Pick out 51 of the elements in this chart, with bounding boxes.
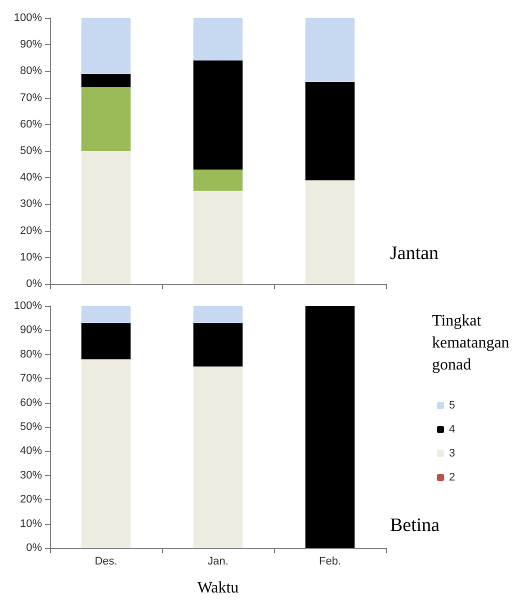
bar	[81, 359, 131, 548]
y-tick-label: 100%	[14, 12, 42, 24]
y-tick-label: 20%	[20, 494, 42, 506]
x-axis-title: Waktu	[197, 580, 239, 596]
bar	[193, 18, 243, 61]
bar	[193, 170, 243, 191]
y-tick-label: 90%	[20, 38, 42, 51]
bar	[81, 322, 131, 360]
bar	[193, 190, 243, 284]
y-tick-label: 40%	[20, 172, 42, 184]
bar	[81, 74, 131, 88]
legend-title: Tingkat kematangan gonad	[432, 312, 510, 374]
y-tick-label: 0%	[26, 542, 42, 554]
y-tick-label: 0%	[26, 278, 42, 290]
y-tick-label: 40%	[20, 445, 42, 458]
bar	[305, 18, 355, 82]
y-tick-label: 10%	[20, 518, 42, 530]
y-tick-label: 10%	[20, 251, 42, 264]
legend-label: 4	[449, 424, 456, 436]
y-tick-label: 70%	[20, 372, 42, 385]
legend-label: 2	[449, 472, 456, 484]
bar	[193, 366, 243, 548]
x-tick-label: Feb.	[318, 556, 342, 568]
bar	[193, 306, 243, 323]
x-tick-label: Des.	[94, 556, 118, 568]
bar	[81, 87, 131, 151]
bar	[81, 18, 131, 74]
y-tick-label: 20%	[20, 224, 42, 237]
y-tick-label: 50%	[20, 145, 42, 157]
x-tick-label: Jan.	[208, 556, 228, 568]
y-tick-label: 80%	[20, 348, 42, 360]
y-tick-label: 30%	[20, 198, 42, 210]
y-tick-label: 60%	[20, 396, 42, 409]
legend-label: 5	[449, 400, 456, 412]
y-tick-label: 50%	[20, 421, 42, 433]
legend-label: 3	[449, 448, 456, 460]
bar	[305, 82, 355, 180]
y-tick-label: 30%	[20, 469, 42, 482]
y-tick-label: 100%	[14, 300, 42, 312]
bar	[193, 60, 243, 170]
bar	[193, 322, 243, 366]
text: Betina	[390, 515, 440, 536]
bar	[81, 306, 131, 323]
y-tick-label: 70%	[20, 92, 42, 104]
bar	[305, 306, 355, 548]
bar	[305, 180, 355, 284]
bar	[81, 151, 131, 284]
text: Jantan	[390, 243, 440, 264]
y-tick-label: 80%	[20, 65, 42, 78]
y-tick-label: 90%	[20, 324, 42, 336]
y-tick-label: 60%	[20, 118, 42, 130]
